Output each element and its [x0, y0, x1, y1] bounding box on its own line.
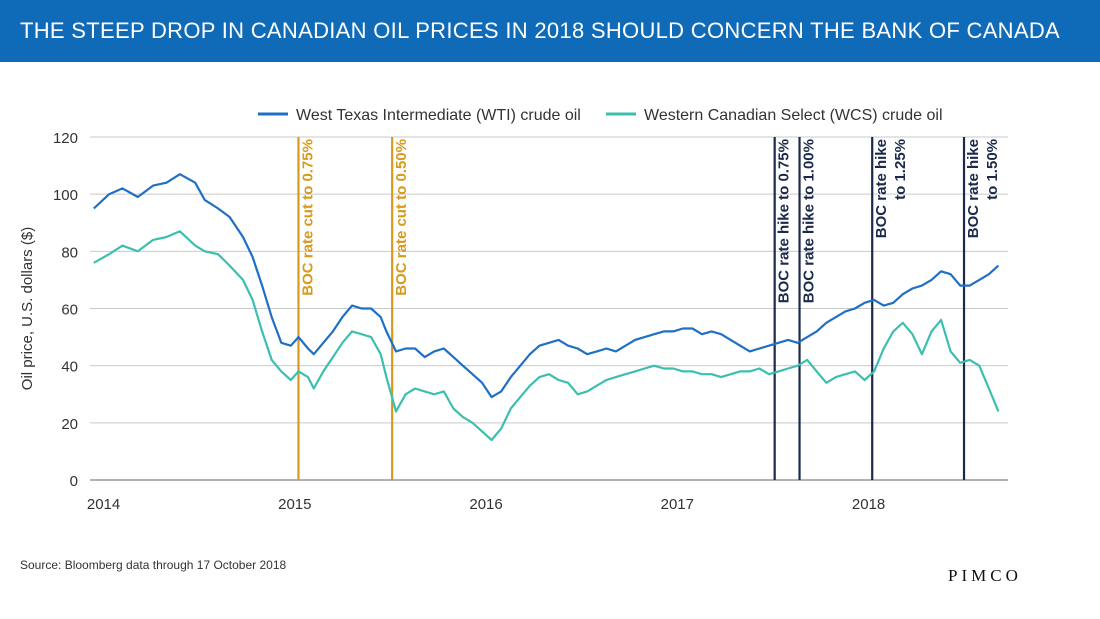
y-tick-label: 0: [70, 473, 78, 490]
x-tick-label: 2015: [278, 496, 311, 513]
event-label: BOC rate cut to 0.75%: [299, 139, 316, 296]
source-note: Source: Bloomberg data through 17 Octobe…: [20, 558, 287, 572]
event-label: BOC rate hike: [873, 139, 890, 238]
y-axis-label: Oil price, U.S. dollars ($): [19, 227, 36, 390]
brand-logo: PIMCO: [948, 566, 1022, 585]
wti-series-line: [93, 173, 1000, 399]
event-label: BOC rate hike to 0.75%: [776, 139, 793, 303]
title-bar: THE STEEP DROP IN CANADIAN OIL PRICES IN…: [0, 0, 1100, 62]
x-tick-label: 2018: [852, 496, 885, 513]
legend-wcs-label: Western Canadian Select (WCS) crude oil: [644, 107, 943, 124]
oil-price-chart: 0 20 40 60 80 100 120 Oil price, U.S. dollars (…: [19, 107, 1008, 513]
x-tick-label: 2017: [661, 496, 694, 513]
x-tick-label: 2016: [469, 496, 502, 513]
y-tick-label: 60: [61, 302, 78, 319]
wcs-series-line: [93, 230, 1000, 442]
y-tick-label: 100: [53, 187, 78, 204]
event-label: BOC rate hike: [965, 139, 982, 238]
event-label: to 1.50%: [984, 139, 1001, 200]
y-tick-label: 80: [61, 244, 78, 261]
event-label: to 1.25%: [892, 139, 909, 200]
legend-wti-label: West Texas Intermediate (WTI) crude oil: [296, 107, 581, 124]
y-tick-label: 40: [61, 359, 78, 376]
chart-title: THE STEEP DROP IN CANADIAN OIL PRICES IN…: [20, 18, 1061, 43]
y-tick-label: 120: [53, 130, 78, 147]
event-label: BOC rate hike to 1.00%: [801, 139, 818, 303]
y-tick-label: 20: [61, 416, 78, 433]
event-label: BOC rate cut to 0.50%: [393, 139, 410, 296]
x-tick-label: 2014: [87, 496, 120, 513]
